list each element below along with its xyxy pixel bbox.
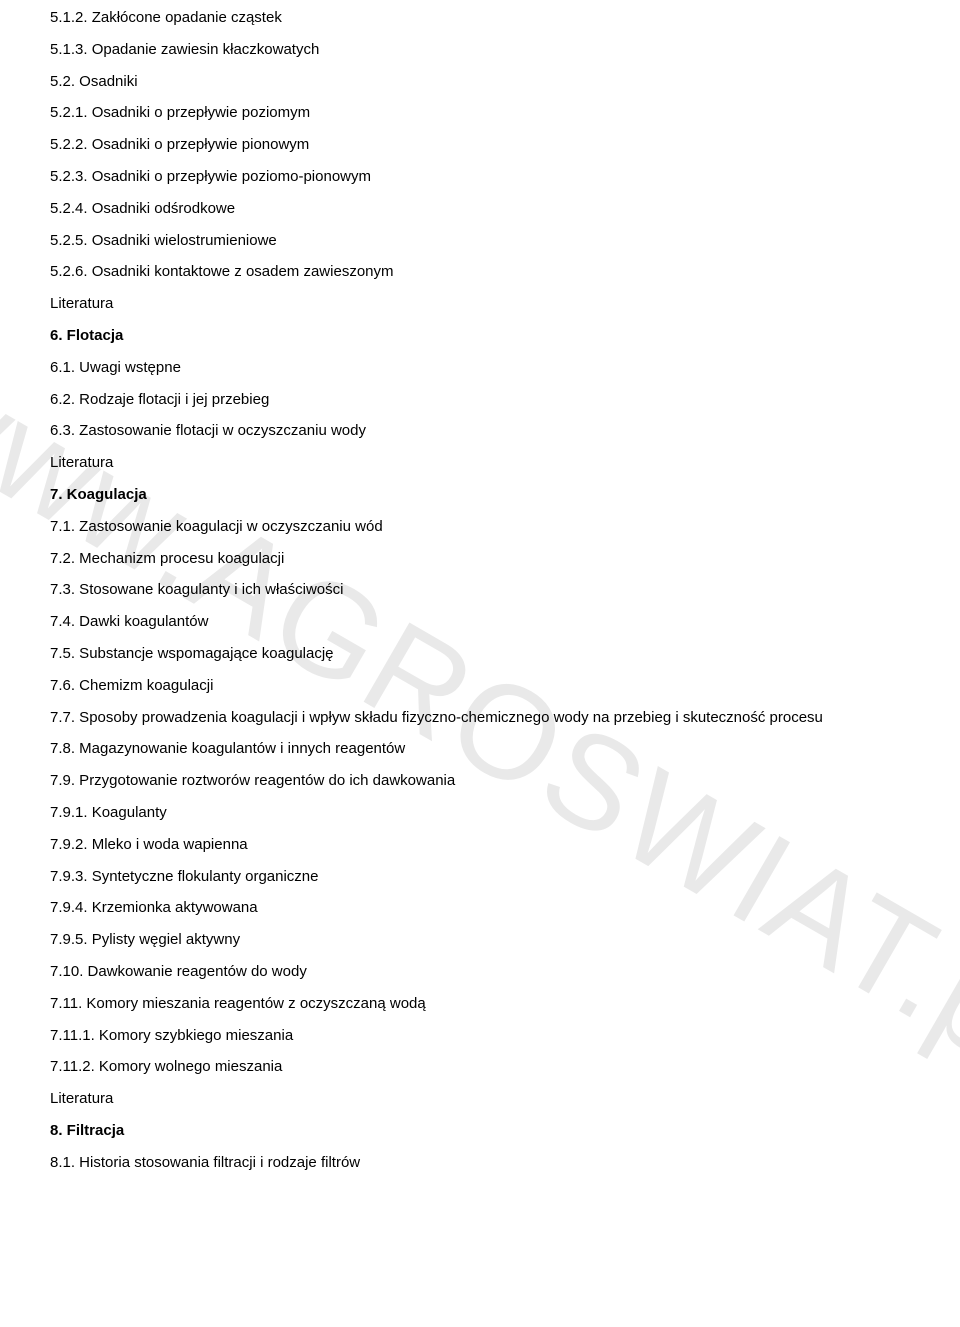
toc-line: 5.2.6. Osadniki kontaktowe z osadem zawi… (50, 264, 910, 279)
toc-line: 5.1.2. Zakłócone opadanie cząstek (50, 10, 910, 25)
document-content: 5.1.2. Zakłócone opadanie cząstek 5.1.3. … (0, 0, 960, 1170)
toc-line: 5.2.3. Osadniki o przepływie poziomo-pio… (50, 169, 910, 184)
toc-line: 7.11.1. Komory szybkiego mieszania (50, 1028, 910, 1043)
toc-line: 8. Filtracja (50, 1123, 910, 1138)
toc-line: Literatura (50, 1091, 910, 1106)
toc-line: 8.1. Historia stosowania filtracji i rod… (50, 1155, 910, 1170)
toc-line: 7.5. Substancje wspomagające koagulację (50, 646, 910, 661)
toc-line: 7.4. Dawki koagulantów (50, 614, 910, 629)
toc-line: 6. Flotacja (50, 328, 910, 343)
toc-line: 7.8. Magazynowanie koagulantów i innych … (50, 741, 910, 756)
toc-line: 7. Koagulacja (50, 487, 910, 502)
toc-line: 7.10. Dawkowanie reagentów do wody (50, 964, 910, 979)
toc-line: 6.2. Rodzaje flotacji i jej przebieg (50, 392, 910, 407)
toc-line: 5.1.3. Opadanie zawiesin kłaczkowatych (50, 42, 910, 57)
toc-line: 7.7. Sposoby prowadzenia koagulacji i wp… (50, 710, 910, 725)
toc-line: 7.6. Chemizm koagulacji (50, 678, 910, 693)
toc-line: 5.2.4. Osadniki odśrodkowe (50, 201, 910, 216)
toc-line: 6.3. Zastosowanie flotacji w oczyszczani… (50, 423, 910, 438)
toc-line: 5.2.2. Osadniki o przepływie pionowym (50, 137, 910, 152)
toc-line: 7.9. Przygotowanie roztworów reagentów d… (50, 773, 910, 788)
toc-line: 7.3. Stosowane koagulanty i ich właściwo… (50, 582, 910, 597)
toc-line: 5.2.1. Osadniki o przepływie poziomym (50, 105, 910, 120)
toc-line: 7.11. Komory mieszania reagentów z oczys… (50, 996, 910, 1011)
toc-line: 7.9.5. Pylisty węgiel aktywny (50, 932, 910, 947)
toc-line: 7.9.1. Koagulanty (50, 805, 910, 820)
toc-line: 5.2. Osadniki (50, 74, 910, 89)
toc-line: 6.1. Uwagi wstępne (50, 360, 910, 375)
toc-line: 7.11.2. Komory wolnego mieszania (50, 1059, 910, 1074)
toc-line: 7.9.4. Krzemionka aktywowana (50, 900, 910, 915)
toc-line: 7.9.3. Syntetyczne flokulanty organiczne (50, 869, 910, 884)
toc-line: 7.9.2. Mleko i woda wapienna (50, 837, 910, 852)
toc-line: Literatura (50, 296, 910, 311)
toc-line: 5.2.5. Osadniki wielostrumieniowe (50, 233, 910, 248)
toc-line: 7.2. Mechanizm procesu koagulacji (50, 551, 910, 566)
toc-line: 7.1. Zastosowanie koagulacji w oczyszcza… (50, 519, 910, 534)
toc-line: Literatura (50, 455, 910, 470)
